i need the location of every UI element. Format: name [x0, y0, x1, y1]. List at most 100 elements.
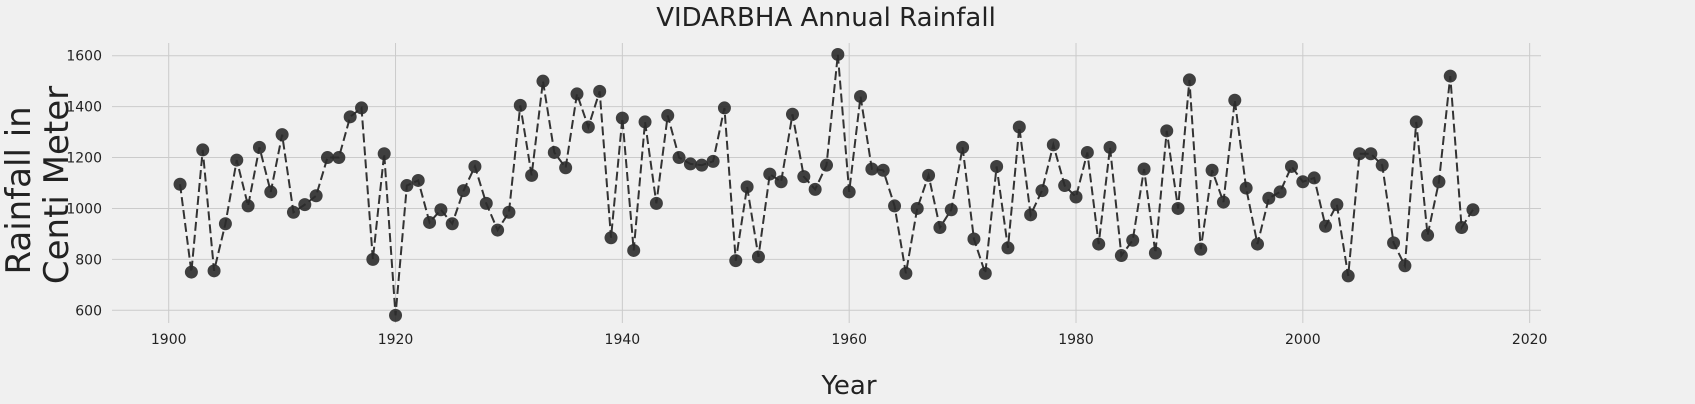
- data-point: [967, 232, 981, 246]
- chart-title: VIDARBHA Annual Rainfall: [656, 3, 996, 33]
- data-point: [1466, 203, 1480, 217]
- data-point: [683, 157, 697, 171]
- data-point: [377, 147, 391, 161]
- data-point: [785, 107, 799, 121]
- data-point: [264, 185, 278, 199]
- data-point: [343, 110, 357, 124]
- data-point: [774, 175, 788, 189]
- data-point: [1114, 249, 1128, 263]
- data-point: [1341, 269, 1355, 283]
- data-point: [445, 217, 459, 231]
- data-point: [944, 203, 958, 217]
- data-point: [434, 203, 448, 217]
- data-point: [513, 98, 527, 112]
- data-point: [1024, 208, 1038, 222]
- data-point: [1194, 242, 1208, 256]
- data-point: [1160, 124, 1174, 138]
- data-point: [627, 243, 641, 257]
- y-axis-label: Rainfall in Centi Meter: [0, 86, 77, 284]
- data-point: [423, 215, 437, 229]
- data-point: [320, 151, 334, 165]
- data-point: [956, 140, 970, 154]
- data-point: [1443, 69, 1457, 83]
- x-axis-label: Year: [820, 371, 876, 401]
- data-point: [581, 120, 595, 134]
- data-points: [173, 47, 1480, 322]
- data-point: [604, 231, 618, 245]
- data-point: [1216, 195, 1230, 209]
- data-point: [763, 167, 777, 181]
- data-point: [1455, 221, 1469, 235]
- data-point: [298, 198, 312, 212]
- data-point: [184, 265, 198, 279]
- data-point: [1364, 147, 1378, 161]
- data-point: [218, 217, 232, 231]
- tick-labels: 600 800 1000 1200 1400 1600 1900 1920 1940 1960 19…: [66, 49, 1547, 348]
- data-point: [1250, 237, 1264, 251]
- data-point: [649, 196, 663, 210]
- data-point: [355, 101, 369, 115]
- data-point: [672, 151, 686, 165]
- y-tick-label: 1000: [66, 201, 102, 217]
- data-point: [717, 101, 731, 115]
- data-point: [1319, 219, 1333, 233]
- data-point: [740, 180, 754, 194]
- data-point: [1012, 120, 1026, 134]
- data-point: [1239, 181, 1253, 195]
- data-point: [808, 182, 822, 196]
- data-point: [230, 153, 244, 167]
- data-point: [1432, 175, 1446, 189]
- data-point: [933, 221, 947, 235]
- x-tick-label: 1920: [378, 332, 414, 348]
- data-point: [173, 177, 187, 191]
- data-point: [910, 201, 924, 215]
- data-point: [706, 154, 720, 168]
- data-point: [1228, 93, 1242, 107]
- data-point: [400, 179, 414, 193]
- data-point: [1353, 147, 1367, 161]
- data-point: [196, 143, 210, 157]
- data-point: [797, 170, 811, 184]
- data-point: [1375, 158, 1389, 172]
- data-point: [207, 264, 221, 278]
- data-point: [1080, 145, 1094, 159]
- x-tick-label: 2020: [1512, 332, 1548, 348]
- data-point: [468, 159, 482, 173]
- data-point: [252, 140, 266, 154]
- data-point: [1001, 241, 1015, 255]
- data-point: [536, 74, 550, 88]
- data-point: [638, 115, 652, 129]
- x-tick-label: 1940: [605, 332, 641, 348]
- x-tick-label: 1900: [151, 332, 187, 348]
- data-point: [366, 252, 380, 266]
- data-point: [593, 84, 607, 98]
- data-point: [922, 168, 936, 182]
- data-point: [547, 145, 561, 159]
- data-point: [1262, 191, 1276, 205]
- data-point: [1409, 115, 1423, 129]
- data-point: [615, 111, 629, 125]
- data-point: [978, 266, 992, 280]
- data-point: [1387, 236, 1401, 250]
- data-point: [332, 151, 346, 165]
- y-tick-label: 1200: [66, 151, 102, 167]
- data-point: [1296, 175, 1310, 189]
- y-axis-label-line-2: Centi Meter: [37, 86, 77, 284]
- data-point: [1148, 246, 1162, 260]
- data-point: [1035, 184, 1049, 198]
- data-point: [865, 162, 879, 176]
- data-point: [1398, 259, 1412, 273]
- data-point: [559, 161, 573, 175]
- y-axis-label-line-1: Rainfall in: [0, 106, 39, 274]
- data-point: [888, 199, 902, 213]
- data-point: [820, 158, 833, 172]
- data-point: [411, 173, 425, 187]
- x-tick-label: 1960: [831, 332, 867, 348]
- data-point: [842, 185, 856, 199]
- data-point: [899, 266, 913, 280]
- data-point: [491, 223, 505, 237]
- data-point: [286, 205, 300, 219]
- data-point: [479, 196, 493, 210]
